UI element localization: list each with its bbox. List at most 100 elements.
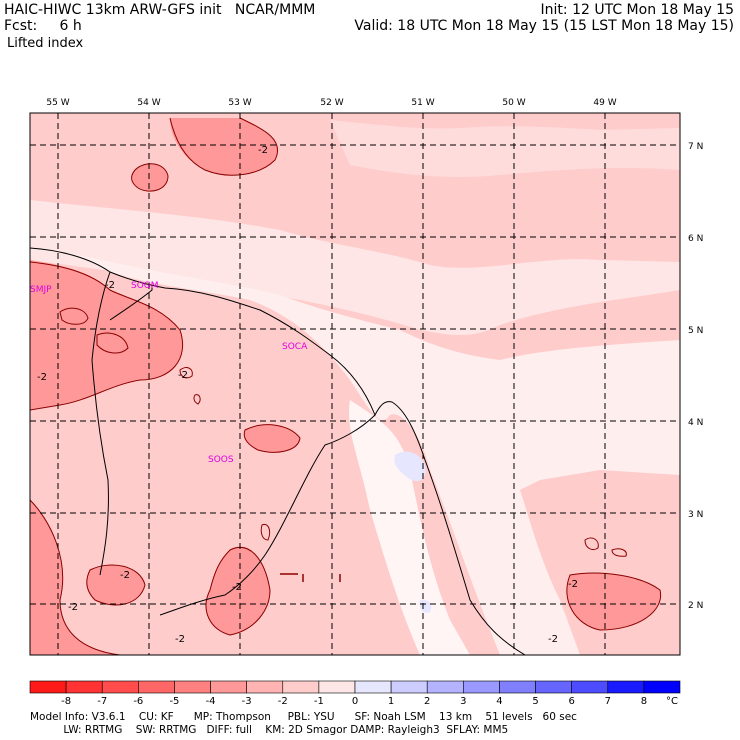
- init-time: Init: 12 UTC Mon 18 May 15: [540, 2, 734, 18]
- legend-tick-label: -2: [278, 696, 288, 707]
- contour-lines: [30, 117, 662, 655]
- legend-swatch: [571, 680, 609, 694]
- station-labels: SMJP SOGM SOCA SOOS: [30, 281, 308, 465]
- field-band-2: [330, 120, 680, 177]
- legend-swatch: [282, 680, 320, 694]
- color-legend: -8 -7 -6 -5 -4 -3 -2 -1 0 1 2 3 4 5 6 7 8 °C: [29, 680, 681, 707]
- station-soos: SOOS: [208, 455, 234, 465]
- lat-label-7n: 7 N: [688, 142, 703, 152]
- lon-label-51w: 51 W: [411, 98, 434, 108]
- field-negative-area-8: [244, 424, 300, 453]
- lat-label-2n: 2 N: [688, 601, 703, 611]
- legend-swatch: [65, 680, 103, 694]
- station-sogm: SOGM: [131, 281, 159, 291]
- legend-swatch: [246, 680, 284, 694]
- contour-line: [169, 117, 278, 176]
- legend-tick-label: -7: [97, 696, 107, 707]
- legend-tick-label: -1: [314, 696, 324, 707]
- field-negative-area-5: [566, 573, 661, 630]
- lat-label-4n: 4 N: [688, 418, 703, 428]
- lon-label-49w: 49 W: [593, 98, 616, 108]
- model-title: HAIC-HIWC 13km ARW-GFS init NCAR/MMM: [4, 2, 316, 18]
- model-info-line1: Model Info: V3.6.1 CU: KF MP: Thompson P…: [30, 711, 577, 723]
- contour-label: -2: [548, 634, 558, 645]
- valid-time: Valid: 18 UTC Mon 18 May 15 (15 LST Mon …: [354, 18, 734, 34]
- lon-label-53w: 53 W: [228, 98, 251, 108]
- contour-line: [243, 424, 301, 453]
- field-name: Lifted index: [7, 36, 84, 51]
- legend-swatch: [174, 680, 211, 694]
- legend-tick-label: 0: [352, 696, 358, 707]
- contour-line: [179, 367, 193, 379]
- contour-label: -2: [178, 370, 188, 381]
- contour-line: [30, 261, 184, 411]
- legend-tick-label: -6: [133, 696, 143, 707]
- latitude-labels: 7 N 6 N 5 N 4 N 3 N 2 N: [688, 142, 703, 611]
- legend-swatch: [535, 680, 572, 694]
- legend-swatch: [607, 680, 645, 694]
- contour-label: -2: [105, 280, 115, 291]
- contour-line: [131, 163, 169, 192]
- field-neutral-zone: [30, 248, 680, 655]
- legend-tick-label: 1: [388, 696, 394, 707]
- legend-tick-label: -8: [61, 696, 71, 707]
- legend-tick-label: 4: [496, 696, 502, 707]
- legend-unit: °C: [666, 696, 678, 707]
- legend-swatch: [390, 680, 428, 694]
- contour-line: [205, 547, 271, 636]
- lon-label-52w: 52 W: [320, 98, 343, 108]
- lon-label-55w: 55 W: [46, 98, 69, 108]
- contour-line: [86, 564, 146, 606]
- contour-label: -2: [37, 372, 47, 383]
- legend-tick-label: -5: [169, 696, 179, 707]
- field-white-zone: [349, 400, 470, 655]
- contour-label: -2: [68, 602, 78, 613]
- field-positive-patch: [394, 451, 426, 482]
- contour-label: -2: [568, 579, 578, 590]
- longitude-labels: 55 W 54 W 53 W 52 W 51 W 50 W 49 W: [46, 98, 616, 108]
- field-negative-area-7: [131, 163, 168, 192]
- legend-swatch: [463, 680, 500, 694]
- legend-swatch: [426, 680, 464, 694]
- coastlines-borders: [30, 247, 526, 655]
- contour-line: [59, 307, 89, 325]
- contour-line: [584, 537, 599, 551]
- map-frame: [29, 112, 681, 656]
- border-french-guiana: [109, 285, 153, 321]
- legend-tick-label: -4: [206, 696, 216, 707]
- legend-tick-label: 7: [605, 696, 611, 707]
- lat-label-5n: 5 N: [688, 326, 703, 336]
- small-marks: [280, 573, 341, 582]
- legend-swatch: [138, 680, 175, 694]
- station-soca: SOCA: [282, 342, 308, 352]
- field-negative-area-2: [30, 500, 120, 655]
- legend-swatch: [318, 680, 356, 694]
- contour-label: -2: [175, 634, 185, 645]
- contour-line: [611, 548, 627, 557]
- field-band-1: [30, 200, 680, 335]
- model-info-line2: LW: RRTMG SW: RRTMG DIFF: full KM: 2D Sm…: [30, 724, 509, 736]
- legend-swatch: [354, 680, 392, 694]
- contour-line: [96, 332, 129, 354]
- legend-swatch: [643, 680, 681, 694]
- legend-swatch: [210, 680, 247, 694]
- legend-swatch: [29, 680, 67, 694]
- field-negative-area-1: [30, 260, 183, 410]
- forecast-hour: Fcst: 6 h: [4, 18, 82, 34]
- lat-label-3n: 3 N: [688, 510, 703, 520]
- contour-label: -2: [232, 582, 242, 593]
- contour-line: [30, 499, 121, 655]
- legend-swatch: [101, 680, 139, 694]
- lon-label-50w: 50 W: [502, 98, 525, 108]
- legend-tick-label: 3: [460, 696, 466, 707]
- coastline: [30, 247, 526, 655]
- lon-label-54w: 54 W: [137, 98, 160, 108]
- legend-swatch: [499, 680, 536, 694]
- field-negative-area-6: [170, 118, 278, 176]
- contour-label: -2: [120, 570, 130, 581]
- legend-tick-label: 2: [424, 696, 430, 707]
- shaded-field: -2 -2 -2 -2 -2 -2 -2 -2 -2 -2 SMJP SOGM …: [30, 113, 680, 655]
- contour-label: -2: [258, 145, 268, 156]
- field-negative-area-4: [86, 565, 145, 605]
